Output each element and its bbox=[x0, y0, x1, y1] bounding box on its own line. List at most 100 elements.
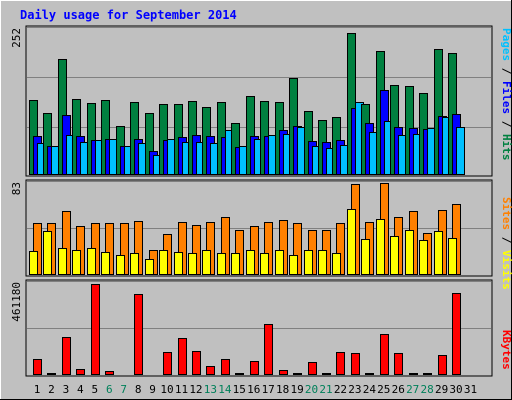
bar-sites-day-19 bbox=[289, 255, 298, 275]
bar-kbytes-day-28 bbox=[423, 373, 432, 375]
day-label: 17 bbox=[262, 383, 275, 396]
hits-ymax-label: 252 bbox=[10, 28, 23, 48]
bar-kbytes-day-25 bbox=[380, 334, 389, 375]
day-label: 8 bbox=[135, 383, 142, 396]
kbytes-axis-legend: KBytes bbox=[500, 330, 512, 370]
day-label: 14 bbox=[218, 383, 232, 396]
bar-sites-day-6 bbox=[101, 252, 110, 275]
day-label: 29 bbox=[435, 383, 448, 396]
bar-kbytes-day-15 bbox=[235, 373, 244, 375]
day-label: 20 bbox=[305, 383, 318, 396]
day-label: 28 bbox=[421, 383, 434, 396]
visits-panel: 83 Sites / Visits bbox=[10, 179, 512, 290]
bar-sites-day-17 bbox=[260, 253, 269, 275]
sites-legend: Sites bbox=[500, 197, 512, 230]
bar-kbytes-day-19 bbox=[293, 373, 302, 375]
bar-sites-day-2 bbox=[43, 231, 52, 275]
day-label: 6 bbox=[106, 383, 113, 396]
bar-sites-day-9 bbox=[145, 259, 154, 275]
bar-kbytes-day-13 bbox=[206, 366, 215, 375]
bar-sites-day-14 bbox=[217, 253, 226, 275]
bar-sites-day-11 bbox=[174, 252, 183, 275]
day-label: 15 bbox=[233, 383, 246, 396]
bar-sites-day-3 bbox=[58, 248, 67, 275]
bar-sites-day-24 bbox=[361, 239, 370, 275]
bar-kbytes-day-6 bbox=[105, 371, 114, 375]
bar-sites-day-25 bbox=[376, 219, 385, 275]
bar-sites-day-22 bbox=[332, 253, 341, 275]
day-label: 18 bbox=[276, 383, 289, 396]
bar-kbytes-day-2 bbox=[47, 373, 56, 375]
bar-sites-day-20 bbox=[304, 250, 313, 275]
day-label: 2 bbox=[48, 383, 55, 396]
bar-sites-day-8 bbox=[130, 253, 139, 275]
bar-sites-day-23 bbox=[347, 209, 356, 275]
day-label: 3 bbox=[63, 383, 70, 396]
bar-sites-day-18 bbox=[275, 250, 284, 275]
bar-sites-day-29 bbox=[434, 231, 443, 275]
day-label: 30 bbox=[449, 383, 462, 396]
day-label: 11 bbox=[175, 383, 188, 396]
day-label: 4 bbox=[77, 383, 84, 396]
visits-legend: Visits bbox=[500, 250, 512, 290]
bar-kbytes-day-11 bbox=[178, 338, 187, 375]
bar-sites-day-13 bbox=[202, 250, 211, 275]
day-label: 24 bbox=[363, 383, 377, 396]
bar-sites-day-12 bbox=[188, 253, 197, 275]
bar-kbytes-day-21 bbox=[322, 373, 331, 375]
visits-ymax-label: 83 bbox=[10, 182, 23, 195]
day-label: 22 bbox=[334, 383, 347, 396]
bar-kbytes-day-18 bbox=[279, 370, 288, 375]
bar-kbytes-day-20 bbox=[308, 362, 317, 375]
pages-legend: Pages bbox=[500, 28, 512, 61]
day-label: 5 bbox=[91, 383, 98, 396]
bar-kbytes-day-10 bbox=[163, 352, 172, 375]
bar-kbytes-day-23 bbox=[351, 353, 360, 375]
bar-sites-day-7 bbox=[116, 255, 125, 275]
hits-axis-legend: Pages / Files / Hits bbox=[500, 28, 512, 161]
bar-sites-day-15 bbox=[231, 253, 240, 275]
bar-sites-day-27 bbox=[405, 230, 414, 275]
day-label: 27 bbox=[406, 383, 419, 396]
day-label: 25 bbox=[377, 383, 390, 396]
bar-kbytes-day-14 bbox=[221, 359, 230, 375]
day-label: 10 bbox=[160, 383, 173, 396]
bar-kbytes-day-8 bbox=[134, 294, 143, 375]
day-label: 13 bbox=[204, 383, 217, 396]
day-label: 26 bbox=[392, 383, 405, 396]
bar-kbytes-day-4 bbox=[76, 369, 85, 375]
hits-panel: 252 Pages / Files / Hits bbox=[10, 25, 512, 177]
bar-sites-day-1 bbox=[29, 251, 38, 275]
kbytes-panel: 461180 KBytes bbox=[10, 279, 512, 377]
bar-sites-day-16 bbox=[246, 250, 255, 275]
bar-kbytes-day-27 bbox=[409, 373, 418, 375]
bar-pages-day-30 bbox=[456, 127, 465, 175]
files-legend: Files bbox=[500, 81, 512, 114]
bar-kbytes-day-29 bbox=[438, 355, 447, 375]
bar-kbytes-day-16 bbox=[250, 361, 259, 375]
bar-kbytes-day-24 bbox=[365, 373, 374, 375]
day-labels: 1 2 3 4 5 6 7 8 9 10 11 12 13 14 15 16 17 18 19 20 21 22 23 24 2… bbox=[34, 383, 477, 396]
bar-sites-day-5 bbox=[87, 248, 96, 275]
day-label: 1 bbox=[34, 383, 41, 396]
bar-sites-day-10 bbox=[159, 250, 168, 275]
day-label: 12 bbox=[189, 383, 202, 396]
bar-sites-day-30 bbox=[448, 238, 457, 275]
kbytes-ymax-label: 461180 bbox=[10, 282, 23, 322]
visits-axis-legend: Sites / Visits bbox=[500, 197, 512, 290]
day-label: 9 bbox=[149, 383, 156, 396]
bar-kbytes-day-22 bbox=[336, 352, 345, 375]
bar-sites-day-21 bbox=[318, 250, 327, 275]
bar-kbytes-day-30 bbox=[452, 293, 461, 375]
bar-kbytes-day-1 bbox=[33, 359, 42, 375]
day-label: 21 bbox=[319, 383, 332, 396]
day-label: 31 bbox=[464, 383, 477, 396]
bar-kbytes-day-26 bbox=[394, 353, 403, 375]
day-label: 7 bbox=[120, 383, 127, 396]
bar-kbytes-day-17 bbox=[264, 324, 273, 375]
day-label: 16 bbox=[247, 383, 260, 396]
day-label: 19 bbox=[290, 383, 303, 396]
bar-kbytes-day-3 bbox=[62, 337, 71, 375]
bar-kbytes-day-5 bbox=[91, 284, 100, 375]
